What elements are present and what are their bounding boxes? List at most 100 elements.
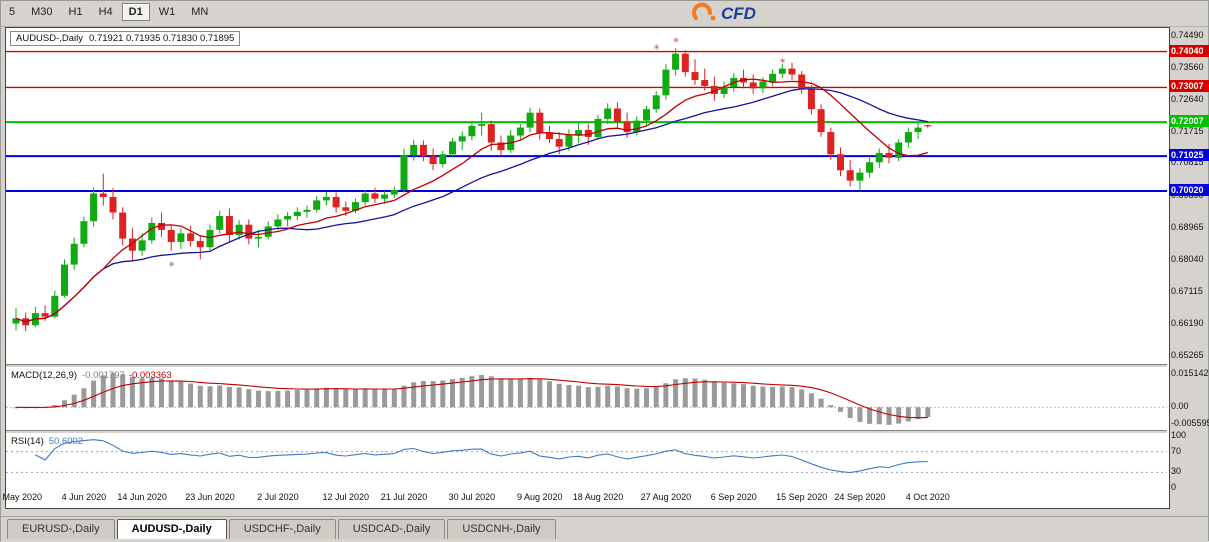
macd-histogram-bar xyxy=(779,386,785,408)
chart-tab-usdcad[interactable]: USDCAD-,Daily xyxy=(337,519,446,539)
macd-histogram-bar xyxy=(721,382,727,408)
candlestick xyxy=(546,133,553,140)
timeframe-button-d1[interactable]: D1 xyxy=(121,3,150,21)
candlestick xyxy=(70,243,78,265)
price-axis-label: 0.74490 xyxy=(1171,30,1204,40)
candlestick xyxy=(61,264,68,296)
macd-histogram-bar xyxy=(323,387,329,408)
macd-histogram-bar xyxy=(314,388,320,408)
candlestick xyxy=(623,121,631,133)
candlestick xyxy=(837,154,844,171)
candlestick xyxy=(672,53,680,70)
macd-histogram-bar xyxy=(420,381,426,408)
candlestick xyxy=(749,82,757,89)
candlestick xyxy=(565,134,573,147)
candlestick xyxy=(109,196,117,213)
price-chart-panel[interactable]: ✳ ✳ ✳ ✳ xyxy=(6,28,1167,364)
candlestick xyxy=(138,240,146,251)
chart-object-marker[interactable]: ✳ xyxy=(168,260,175,269)
candlestick xyxy=(846,170,854,181)
chart-object-marker[interactable]: ✳ xyxy=(673,36,680,45)
panel-splitter[interactable] xyxy=(6,430,1167,434)
macd-histogram-bar xyxy=(207,386,213,408)
chart-ohlc-values: 0.71921 0.71935 0.71830 0.71895 xyxy=(89,33,235,44)
chart-tab-eurusd[interactable]: EURUSD-,Daily xyxy=(7,519,115,539)
macd-histogram-bar xyxy=(459,377,465,408)
candlestick xyxy=(225,216,233,236)
candlestick xyxy=(128,238,136,251)
candlestick xyxy=(400,155,408,191)
price-axis-label: 0.68040 xyxy=(1171,253,1204,264)
candlestick xyxy=(419,144,427,157)
candlestick xyxy=(332,196,340,208)
price-line-badge: 0.72007 xyxy=(1169,115,1209,128)
candlestick xyxy=(313,200,321,210)
rsi-value: 50.6002 xyxy=(48,436,84,447)
panel-splitter[interactable] xyxy=(6,364,1167,368)
macd-axis-label: -0.005595 xyxy=(1171,418,1209,428)
rsi-panel[interactable] xyxy=(6,434,1167,490)
macd-name: MACD(12,26,9) xyxy=(11,370,77,381)
timeframe-button-w1[interactable]: W1 xyxy=(158,6,176,18)
macd-histogram-bar xyxy=(81,388,87,408)
macd-histogram-bar xyxy=(372,389,378,408)
candlestick xyxy=(352,202,359,211)
price-line-badge: 0.74040 xyxy=(1169,44,1209,57)
candlestick xyxy=(516,127,524,136)
chart-object-marker[interactable]: ✳ xyxy=(779,57,786,66)
candlestick xyxy=(701,80,709,86)
candlestick xyxy=(284,216,292,220)
candlestick xyxy=(119,212,127,239)
candlestick xyxy=(526,112,534,128)
price-axis-label: 0.73560 xyxy=(1171,62,1204,73)
macd-histogram-bar xyxy=(857,407,863,422)
macd-histogram-bar xyxy=(197,385,203,408)
macd-histogram-bar xyxy=(236,387,242,408)
macd-histogram-bar xyxy=(634,388,640,408)
macd-histogram-bar xyxy=(750,385,756,408)
logo-swoosh-icon xyxy=(692,2,712,20)
rsi-line xyxy=(35,439,928,474)
timeframe-button-m30[interactable]: M30 xyxy=(31,6,53,18)
candlestick xyxy=(410,144,418,156)
macd-histogram-bar xyxy=(294,390,300,408)
macd-histogram-bar xyxy=(741,384,746,408)
timeframe-button-5[interactable]: 5 xyxy=(9,6,16,18)
price-line-badge: 0.71025 xyxy=(1169,149,1209,162)
chart-ohlc-label: AUDUSD-,Daily 0.71921 0.71935 0.71830 0.7… xyxy=(10,31,241,46)
macd-histogram-bar xyxy=(527,377,533,408)
candlestick xyxy=(788,68,796,75)
rsi-axis-label: 100 xyxy=(1171,430,1187,440)
macd-histogram-bar xyxy=(362,388,368,408)
candlestick xyxy=(555,139,563,147)
chart-object-marker[interactable]: ✳ xyxy=(653,43,660,52)
rsi-axis-label: 70 xyxy=(1171,445,1182,456)
chart-tab-audusd[interactable]: AUDUSD-,Daily xyxy=(116,519,227,539)
timeframe-button-mn[interactable]: MN xyxy=(191,6,209,18)
price-axis-label: 0.72640 xyxy=(1171,94,1204,105)
chart-tab-usdchf[interactable]: USDCHF-,Daily xyxy=(228,519,336,539)
candlestick xyxy=(652,95,660,110)
macd-histogram-bar xyxy=(508,378,514,408)
candlestick xyxy=(914,127,922,133)
candlestick xyxy=(429,156,437,164)
macd-histogram-bar xyxy=(129,376,135,408)
date-axis-label: 26 May 2020 xyxy=(0,492,43,502)
macd-histogram-bar xyxy=(614,386,620,408)
chart-window: ✳ ✳ ✳ ✳ AUDUSD-,Daily 0.71921 0.71935 0.7183… xyxy=(0,27,1170,509)
timeframe-button-h4[interactable]: H4 xyxy=(98,6,113,18)
macd-histogram-bar xyxy=(896,407,902,424)
top-toolbar: 5 M30 H1 H4 D1 W1 MN CFD xyxy=(1,1,1208,27)
date-axis-label: 6 Sep 2020 xyxy=(710,492,757,502)
timeframe-button-h1[interactable]: H1 xyxy=(68,6,83,18)
price-axis[interactable]: 0.744900.735600.726400.717150.708150.698… xyxy=(1169,27,1209,507)
candlestick xyxy=(322,196,330,201)
moving-average-line xyxy=(15,78,928,323)
macd-histogram-bar xyxy=(71,394,77,408)
date-axis-label: 30 Jul 2020 xyxy=(448,492,496,502)
candlestick xyxy=(827,132,835,155)
chart-tab-usdcnh[interactable]: USDCNH-,Daily xyxy=(447,519,556,539)
macd-histogram-bar xyxy=(663,383,669,408)
macd-panel[interactable] xyxy=(6,368,1167,430)
